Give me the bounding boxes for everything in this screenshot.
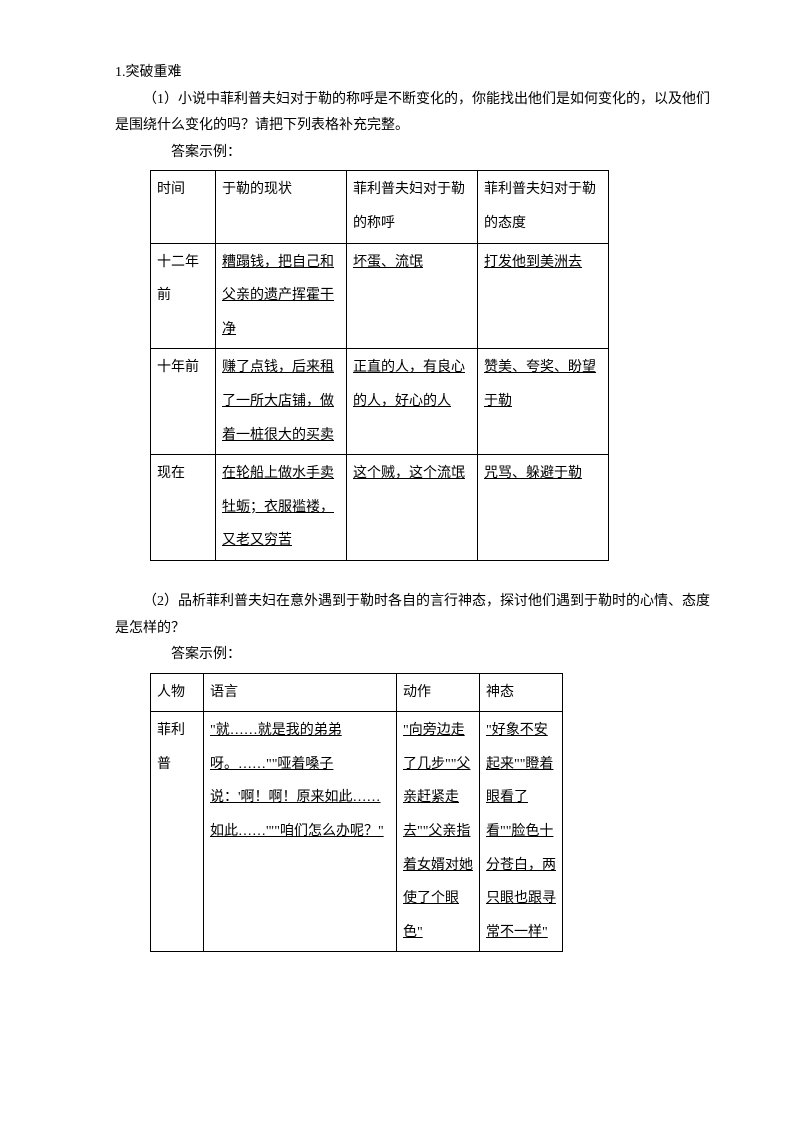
section-heading: 1.突破重难 <box>115 60 715 87</box>
table-1: 时间 于勒的现状 菲利普夫妇对于勒的称呼 菲利普夫妇对于勒的态度 十二年前 糟蹋… <box>150 170 609 561</box>
underlined-text: 打发他到美洲去 <box>484 255 582 270</box>
table-cell: 这个贼，这个流氓 <box>347 455 478 561</box>
table-row: 时间 于勒的现状 菲利普夫妇对于勒的称呼 菲利普夫妇对于勒的态度 <box>151 171 609 243</box>
underlined-text: 糟蹋钱，把自己和父亲的遗产挥霍干净 <box>222 255 334 337</box>
document-page: 1.突破重难 （1）小说中菲利普夫妇对于勒的称呼是不断变化的，你能找出他们是如何… <box>0 0 800 1000</box>
table-cell: 赚了点钱，后来租了一所大店铺，做着一桩很大的买卖 <box>216 349 347 455</box>
table-cell: 正直的人，有良心的人，好心的人 <box>347 349 478 455</box>
table-cell: "向旁边走了几步""父亲赶紧走去""父亲指着女婿对她使了个眼色" <box>397 712 480 952</box>
table-2: 人物 语言 动作 神态 菲利普 "就……就是我的弟弟呀。……""哑着嗓子说：'啊… <box>150 673 563 953</box>
underlined-text: "向旁边走了几步""父亲赶紧走去""父亲指着女婿对她使了个眼色" <box>403 723 473 940</box>
table-header: 菲利普夫妇对于勒的称呼 <box>347 171 478 243</box>
table-row: 菲利普 "就……就是我的弟弟呀。……""哑着嗓子说：'啊！啊！原来如此……如此…… <box>151 712 563 952</box>
answer-label-2: 答案示例： <box>115 642 715 669</box>
answer-label-1: 答案示例： <box>115 140 715 167</box>
underlined-text: 在轮船上做水手卖牡蛎；衣服褴褛，又老又穷苦 <box>222 466 334 548</box>
underlined-text: 正直的人，有良心的人，好心的人 <box>353 360 465 409</box>
table-cell: 坏蛋、流氓 <box>347 243 478 349</box>
underlined-text: 赞美、夸奖、盼望于勒 <box>484 360 596 409</box>
underlined-text: "就……就是我的弟弟呀。……""哑着嗓子说：'啊！啊！原来如此……如此……'""… <box>210 723 384 839</box>
table-header: 语言 <box>204 673 397 712</box>
table-header: 时间 <box>151 171 216 243</box>
table-row: 现在 在轮船上做水手卖牡蛎；衣服褴褛，又老又穷苦 这个贼，这个流氓 咒骂、躲避于… <box>151 455 609 561</box>
table-cell: "好象不安起来""瞪着眼看了看""脸色十分苍白，两只眼也跟寻常不一样" <box>480 712 563 952</box>
table-cell: 在轮船上做水手卖牡蛎；衣服褴褛，又老又穷苦 <box>216 455 347 561</box>
table-cell: 菲利普 <box>151 712 204 952</box>
underlined-text: 坏蛋、流氓 <box>353 255 423 270</box>
underlined-text: "好象不安起来""瞪着眼看了看""脸色十分苍白，两只眼也跟寻常不一样" <box>486 723 556 940</box>
table-header: 菲利普夫妇对于勒的态度 <box>478 171 609 243</box>
underlined-text: 赚了点钱，后来租了一所大店铺，做着一桩很大的买卖 <box>222 360 334 442</box>
table-cell: 十二年前 <box>151 243 216 349</box>
table-header: 神态 <box>480 673 563 712</box>
table-header: 人物 <box>151 673 204 712</box>
table-header: 于勒的现状 <box>216 171 347 243</box>
table-row: 十年前 赚了点钱，后来租了一所大店铺，做着一桩很大的买卖 正直的人，有良心的人，… <box>151 349 609 455</box>
table-cell: "就……就是我的弟弟呀。……""哑着嗓子说：'啊！啊！原来如此……如此……'""… <box>204 712 397 952</box>
table-header: 动作 <box>397 673 480 712</box>
table-cell: 现在 <box>151 455 216 561</box>
table-cell: 咒骂、躲避于勒 <box>478 455 609 561</box>
underlined-text: 这个贼，这个流氓 <box>353 466 465 481</box>
table-cell: 赞美、夸奖、盼望于勒 <box>478 349 609 455</box>
underlined-text: 咒骂、躲避于勒 <box>484 466 582 481</box>
question-2-text: （2）品析菲利普夫妇在意外遇到于勒时各自的言行神态，探讨他们遇到于勒时的心情、态… <box>115 589 715 642</box>
spacer <box>115 569 715 589</box>
table-cell: 打发他到美洲去 <box>478 243 609 349</box>
table-row: 人物 语言 动作 神态 <box>151 673 563 712</box>
table-cell: 糟蹋钱，把自己和父亲的遗产挥霍干净 <box>216 243 347 349</box>
question-1-text: （1）小说中菲利普夫妇对于勒的称呼是不断变化的，你能找出他们是如何变化的，以及他… <box>115 87 715 140</box>
table-row: 十二年前 糟蹋钱，把自己和父亲的遗产挥霍干净 坏蛋、流氓 打发他到美洲去 <box>151 243 609 349</box>
table-cell: 十年前 <box>151 349 216 455</box>
